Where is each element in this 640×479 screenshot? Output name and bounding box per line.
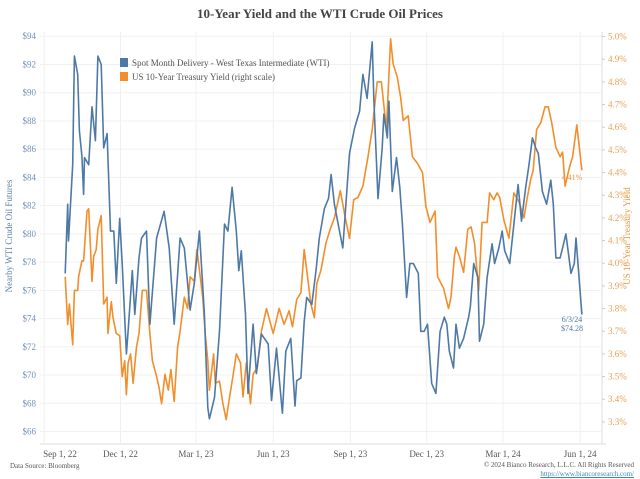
y-tick-label: $74 [23,314,37,324]
wti-line [64,41,583,420]
y-tick-label: $84 [23,172,37,182]
yield-line [64,38,583,421]
y2-tick-label: 3.6% [608,349,627,359]
y2-tick-label: 4.6% [608,122,627,132]
x-tick-label: Jun 1, 23 [257,449,290,459]
series-lines [64,38,583,421]
y2-tick-label: 4.2% [608,213,627,223]
y-tick-label: $76 [23,285,37,295]
grid [40,32,606,445]
x-tick-label: Sep 1, 22 [43,449,77,459]
x-tick-label: Dec 1, 23 [409,449,444,459]
y-tick-label: $80 [23,229,37,239]
y2-tick-label: 4.7% [608,100,627,110]
y-tick-label: $94 [23,31,37,41]
y-tick-label: $82 [23,201,37,211]
website-link[interactable]: https://www.biancoresearch.com/ [540,470,634,478]
y2-tick-label: 3.5% [608,372,627,382]
y2-tick-label: 4.1% [608,236,627,246]
data-source: Data Source: Bloomberg [10,462,80,470]
legend: Spot Month Delivery - West Texas Interme… [120,58,330,82]
y-tick-label: $88 [23,116,37,126]
copyright: © 2024 Bianco Research, L.L.C. All Right… [483,461,634,469]
y2-tick-label: 4.3% [608,190,627,200]
y2-axis-label: US 10-Year Treasury Yield [622,187,632,285]
y2-tick-label: 4.4% [608,168,627,178]
y-tick-label: $86 [23,144,37,154]
y-tick-label: $92 [23,59,37,69]
y2-tick-label: 3.8% [608,304,627,314]
y2-tick-label: 4.5% [608,145,627,155]
x-tick-label: Dec 1, 22 [103,449,138,459]
y-tick-label: $70 [23,370,37,380]
y2-tick-label: 3.9% [608,281,627,291]
y-axis-left: $66 $68 $70 $72 $74 $76 $78 $80 $82 $84 $86 $88 $90 $… [23,31,37,436]
x-tick-label: Mar 1, 23 [178,449,214,459]
y-tick-label: $72 [23,342,37,352]
y-tick-label: $78 [23,257,37,267]
x-tick-label: Sep 1, 23 [333,449,367,459]
y2-tick-label: 3.3% [608,417,627,427]
y-tick-label: $90 [23,88,37,98]
annotation-wti-date: 6/3/24 [562,315,582,324]
legend-label-yield: US 10-Year Treasury Yield (right scale) [132,72,275,82]
y2-tick-label: 4.8% [608,77,627,87]
y2-tick-label: 4.0% [608,258,627,268]
y2-tick-label: 4.9% [608,54,627,64]
y-axis-label: Nearby WTI Crude Oil Futures [4,179,14,292]
chart-title: 10-Year Yield and the WTI Crude Oil Pric… [197,6,443,21]
y-tick-label: $68 [23,398,37,408]
legend-swatch-yield [120,72,128,81]
x-axis: Sep 1, 22 Dec 1, 22 Mar 1, 23 Jun 1, 23 Sep … [43,449,597,459]
y2-tick-label: 3.7% [608,326,627,336]
y-axis-right: 3.3% 3.4% 3.5% 3.6% 3.7% 3.8% 3.9% 4.0% 4.1% 4.2%… [602,32,627,427]
legend-swatch-wti [120,58,128,67]
legend-label-wti: Spot Month Delivery - West Texas Interme… [132,58,330,68]
y2-tick-label: 3.4% [608,394,627,404]
x-tick-label: Mar 1, 24 [485,449,521,459]
y2-tick-label: 5.0% [608,32,627,42]
annotation-wti-value: $74.28 [561,324,583,333]
y-tick-label: $66 [23,427,37,437]
annotation-yield-value: 4.41% [562,173,583,182]
x-tick-label: Jun 1, 24 [564,449,597,459]
